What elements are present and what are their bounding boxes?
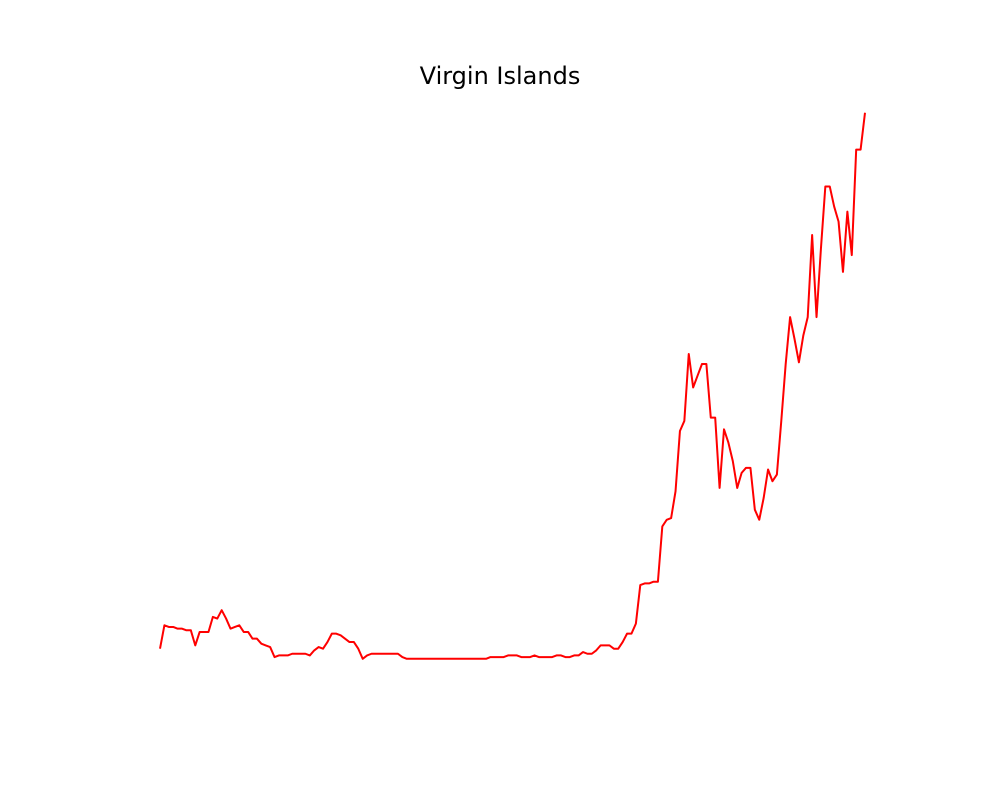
chart-title: Virgin Islands bbox=[419, 62, 581, 90]
series-line-0 bbox=[159, 112, 866, 660]
